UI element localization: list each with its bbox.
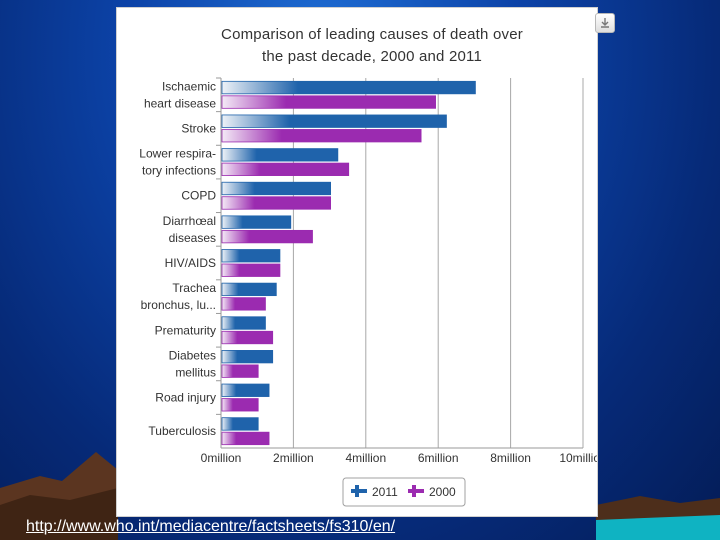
category-label: Trachea [172, 281, 216, 295]
category-label: Diarrhœal [163, 214, 216, 228]
bar-2011 [221, 383, 270, 397]
category-label: Tuberculosis [148, 424, 216, 438]
category-label: Lower respira- [139, 147, 216, 161]
category-label: Road injury [155, 391, 216, 405]
legend-marker-2011 [355, 485, 359, 497]
x-tick-label: 0million [201, 451, 242, 465]
bar-2011 [221, 282, 277, 297]
chart-title-line-1: Comparison of leading causes of death ov… [221, 26, 523, 43]
bar-2000 [221, 398, 259, 412]
bar-2000 [221, 297, 266, 311]
category-label: bronchus, lu... [141, 298, 216, 312]
bar-2000 [221, 196, 331, 210]
bar-chart: 0million 2million 4million 6million 8million… [139, 77, 597, 507]
bar-2011 [221, 316, 266, 330]
bar-2011 [221, 417, 259, 431]
bar-2011 [221, 215, 292, 229]
bar-2000 [221, 431, 270, 446]
chart-panel: Comparison of leading causes of death ov… [116, 7, 615, 517]
category-label: heart disease [144, 96, 216, 110]
chart-title-line-2: the past decade, 2000 and 2011 [261, 48, 483, 65]
category-label: HIV/AIDS [165, 256, 216, 270]
bar-2000 [221, 162, 350, 176]
legend-label-2011: 2011 [372, 485, 398, 499]
export-button[interactable] [595, 13, 615, 33]
category-label: Stroke [181, 121, 216, 135]
category-label: diseases [169, 231, 216, 245]
category-label: Ischaemic [162, 79, 216, 93]
bar-2000 [221, 95, 436, 109]
bar-2000 [221, 364, 259, 378]
bar-2000 [221, 330, 274, 345]
category-label: tory infections [142, 164, 216, 178]
source-link[interactable]: http://www.who.int/mediacentre/factsheet… [26, 518, 396, 535]
bar-2000 [221, 263, 281, 277]
bar-2011 [221, 350, 274, 364]
legend-marker-2000 [412, 485, 416, 497]
bar-2000 [221, 229, 313, 244]
x-tick-label: 2million [273, 451, 314, 465]
bar-2011 [221, 181, 331, 196]
bar-2011 [221, 249, 281, 263]
category-label: Diabetes [169, 348, 216, 362]
bar-2000 [221, 129, 422, 143]
category-label: COPD [181, 189, 216, 203]
x-tick-label: 4million [345, 451, 386, 465]
x-tick-label: 8million [490, 451, 531, 465]
bar-2011 [221, 114, 447, 128]
category-label: mellitus [175, 365, 216, 379]
legend-label-2000: 2000 [429, 485, 456, 499]
x-tick-label: 6million [418, 451, 459, 465]
legend-box [342, 477, 466, 507]
bar-2011 [221, 80, 476, 95]
category-label: Prematurity [155, 323, 216, 337]
download-arrow-icon [601, 18, 609, 28]
bar-2011 [221, 148, 339, 162]
